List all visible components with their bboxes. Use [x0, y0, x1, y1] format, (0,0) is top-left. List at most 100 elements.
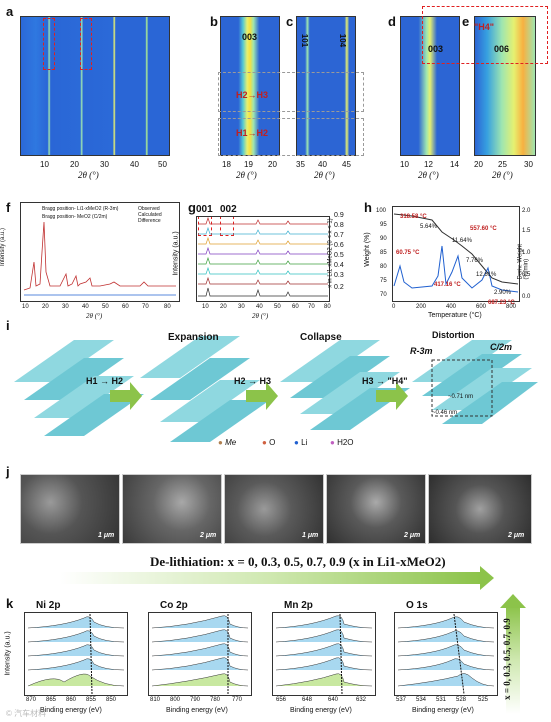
legend-f-3: Observed	[138, 206, 160, 212]
rtick-h-1.5: 1.5	[522, 228, 531, 234]
panel-label-k: k	[6, 596, 14, 611]
ylabel-h: Weight (%)	[363, 232, 371, 267]
arrow-1	[110, 382, 142, 410]
peak-label-001: 001	[196, 204, 213, 215]
tick-f-40: 40	[82, 304, 89, 310]
peak-label-101: 101	[300, 33, 310, 48]
xlabel-k-mn: Binding energy (eV)	[290, 707, 352, 714]
x-value-side-label: x = 0, 0.3, 0.5, 0.7, 0.9	[501, 618, 512, 700]
rtick-h-0.5: 0.5	[522, 272, 531, 278]
panel-label-i: i	[6, 318, 10, 333]
panel-label-e: e	[462, 14, 470, 29]
panel-label-a: a	[6, 4, 14, 19]
highlight-box-a1	[43, 18, 55, 70]
scale-bar-1: 1 μm	[98, 532, 115, 539]
panel-label-b: b	[210, 14, 218, 29]
lattice-h1	[14, 340, 144, 436]
tick-k-mn-2: 640	[328, 697, 339, 703]
tick-k-co-3: 780	[210, 697, 221, 703]
ytick-h-70: 70	[380, 292, 387, 298]
tick-b-20: 20	[268, 160, 277, 169]
tick-g-70: 70	[308, 304, 315, 310]
rietveld-plot	[20, 202, 180, 302]
tick-k-o-1: 534	[416, 697, 427, 703]
xrd-stack-plot	[196, 216, 330, 302]
tick-k-mn-1: 648	[302, 697, 313, 703]
annotation-h-4: 11.64%	[452, 238, 472, 244]
legend-h2o: ● H2O	[330, 438, 354, 447]
sem-image-3	[224, 474, 324, 544]
tick-b-18: 18	[222, 160, 231, 169]
xlabel-a: 2θ (°)	[78, 170, 99, 180]
legend-f-2: Bragg position- MeO2 (C/2m)	[42, 214, 108, 220]
sem-image-5	[428, 474, 532, 544]
xps-title-o: O 1s	[406, 600, 428, 611]
tick-f-20: 20	[42, 304, 49, 310]
xps-co	[148, 612, 252, 696]
tick-h-600: 600	[476, 304, 487, 310]
xlabel-d: 2θ (°)	[418, 170, 439, 180]
legend-me-label: Me	[225, 438, 237, 447]
tick-d-14: 14	[450, 160, 459, 169]
tick-k-ni-3: 855	[86, 697, 97, 703]
xps-title-mn: Mn 2p	[284, 600, 313, 611]
xlabel-e: 2θ (°)	[492, 170, 513, 180]
tick-h-400: 400	[446, 304, 457, 310]
rtick-h-2.0: 2.0	[522, 208, 531, 214]
ytick-h-95: 95	[380, 222, 387, 228]
tick-k-ni-1: 865	[46, 697, 57, 703]
peak-label-003-b: 003	[242, 32, 258, 42]
xval-0.2: 0.2	[334, 284, 344, 291]
scale-bar-5: 2 μm	[508, 532, 525, 539]
panel-label-j: j	[6, 464, 10, 479]
ylabel-k: Intensity (a.u.)	[4, 631, 12, 676]
xval-0.3: 0.3	[334, 272, 344, 279]
tick-k-co-4: 770	[232, 697, 243, 703]
legend-li: ● Li	[294, 438, 308, 447]
tick-e-30: 30	[524, 160, 533, 169]
peak-label-104: 104	[338, 33, 348, 48]
tick-b-19: 19	[244, 160, 253, 169]
panel-label-h: h	[364, 200, 372, 215]
annotation-h-5: 417.16 °C	[434, 282, 461, 288]
annotation-h-10: 687.23 °C	[488, 300, 515, 306]
arrow-2	[246, 382, 278, 410]
xps-title-co: Co 2p	[160, 600, 188, 611]
heatmap-d	[400, 16, 460, 156]
phase-label-h4: "H4"	[474, 22, 495, 32]
lattice-h4	[412, 340, 538, 424]
xval-0.5: 0.5	[334, 252, 344, 259]
xlabel-c: 2θ (°)	[314, 170, 335, 180]
tga-plot	[392, 206, 520, 302]
tick-d-10: 10	[400, 160, 409, 169]
observed-pattern	[23, 221, 176, 291]
tick-a-40: 40	[130, 160, 139, 169]
deriv-curve	[393, 245, 519, 293]
rtick-h-1.0: 1.0	[522, 250, 531, 256]
transition-label-h2-h3: H2→H3	[236, 90, 269, 100]
legend-me: ● Me	[218, 438, 237, 447]
rtick-h-0.0: 0.0	[522, 294, 531, 300]
annotation-h-7: 7.76%	[466, 258, 484, 264]
tick-h-0: 0	[392, 304, 396, 310]
xlabel-f: 2θ (°)	[86, 312, 103, 320]
tick-f-50: 50	[102, 304, 109, 310]
ytick-h-90: 90	[380, 236, 387, 242]
tick-k-o-4: 525	[478, 697, 489, 703]
panel-label-c: c	[286, 14, 294, 29]
ytick-h-85: 85	[380, 250, 387, 256]
heatmap-c	[296, 16, 356, 156]
tick-f-80: 80	[164, 304, 171, 310]
tick-h-200: 200	[416, 304, 427, 310]
xval-0.9: 0.9	[334, 212, 344, 219]
x-value-arrow	[506, 606, 520, 714]
tick-k-o-0: 537	[396, 697, 407, 703]
label-c2m: C/2m	[490, 342, 513, 352]
label-d2: ~0.46 nm	[432, 410, 458, 416]
tick-k-co-1: 800	[170, 697, 181, 703]
ylabel-f: Intensity (a.u.)	[0, 227, 7, 267]
delithiation-arrow	[60, 572, 480, 584]
weight-curve	[393, 213, 519, 285]
label-d1: ~0.71 nm	[448, 394, 474, 400]
tick-e-20: 20	[474, 160, 483, 169]
